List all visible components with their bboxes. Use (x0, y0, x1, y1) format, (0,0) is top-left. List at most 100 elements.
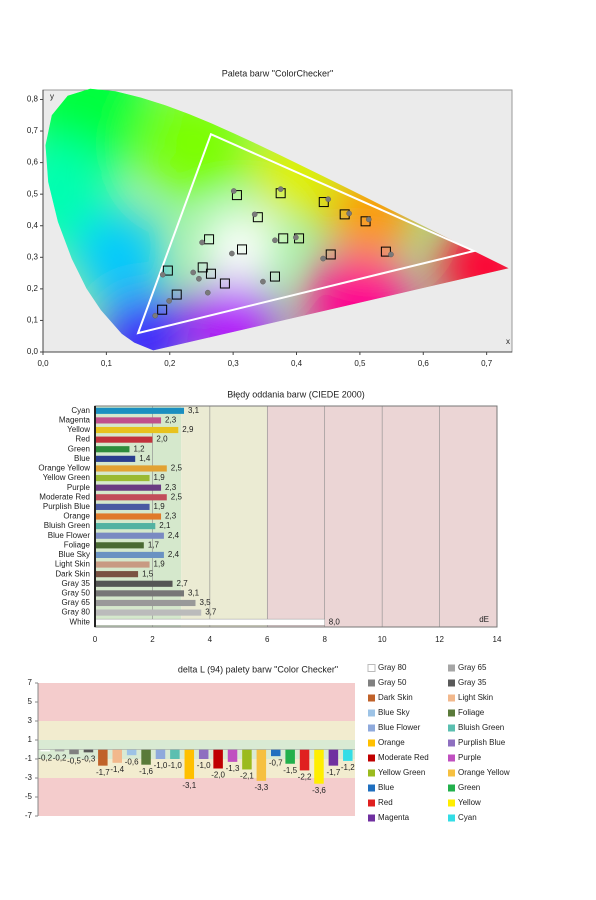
category-label: Orange Yellow (38, 464, 90, 473)
y-tick-label: 0,4 (27, 221, 39, 230)
value-label: 1,5 (142, 569, 154, 578)
legend-swatch (448, 664, 455, 672)
y-tick-label: 0,1 (27, 316, 39, 325)
legend-label: Yellow (458, 798, 481, 807)
reference-point (157, 304, 168, 315)
reference-point (231, 190, 242, 201)
category-label: Gray 80 (62, 608, 91, 617)
bar (54, 749, 65, 752)
category-label: Foliage (64, 540, 91, 549)
legend-label: Dark Skin (378, 693, 413, 702)
legend-swatch (448, 739, 455, 747)
category-label: Gray 65 (62, 598, 91, 607)
chart-title: delta L (94) palety barw "Color Checker" (178, 664, 338, 674)
bar (256, 749, 267, 781)
locus-color (74, 212, 165, 303)
legend-swatch (368, 769, 375, 777)
bar (95, 551, 164, 559)
y-tick-label: 3 (28, 716, 33, 725)
value-label: -1,7 (326, 768, 340, 777)
measured-point (293, 234, 299, 241)
y-tick-label: -3 (25, 773, 33, 782)
legend-label: Magenta (378, 813, 410, 822)
legend-swatch (448, 709, 455, 717)
category-label: Yellow Green (43, 473, 90, 482)
legend-swatch (368, 694, 375, 702)
reference-point (278, 233, 289, 244)
legend-label: Foliage (458, 708, 485, 717)
legend-swatch (448, 754, 455, 762)
value-label: -0,2 (53, 754, 67, 763)
bar (155, 749, 166, 759)
threshold-band (38, 721, 355, 740)
legend-swatch (448, 679, 455, 687)
category-label: Blue Sky (58, 550, 90, 559)
threshold-band (38, 778, 355, 816)
value-label: -1,2 (341, 763, 355, 772)
bar (343, 749, 353, 761)
value-label: 3,1 (188, 406, 200, 415)
legend-swatch (448, 784, 455, 792)
legend-label: Orange (378, 738, 405, 747)
value-label: 3,5 (200, 598, 212, 607)
locus-color (99, 294, 190, 351)
legend-label: Gray 65 (458, 663, 487, 672)
bar (213, 749, 223, 769)
locus-color (201, 209, 278, 286)
bar (270, 749, 281, 757)
threshold-band (38, 759, 355, 778)
x-tick-label: 0,4 (291, 359, 303, 368)
bar (95, 436, 153, 443)
y-tick-label: 0,8 (27, 95, 39, 104)
value-label: -1,3 (226, 764, 240, 773)
category-label: White (70, 617, 91, 626)
legend-label: Green (458, 783, 480, 792)
x-axis-label: x (506, 337, 510, 346)
bar (95, 465, 167, 472)
legend-label: Blue (378, 783, 395, 792)
legend-label: Light Skin (458, 693, 493, 702)
category-label: Red (75, 435, 90, 444)
bar (95, 513, 162, 520)
reference-point (380, 246, 391, 257)
x-tick-label: 12 (435, 635, 444, 644)
legend-swatch (448, 799, 455, 807)
legend-swatch (368, 784, 375, 792)
legend-swatch (368, 724, 375, 732)
value-label: 1,9 (154, 473, 166, 482)
bar (112, 749, 123, 763)
value-label: -3,3 (254, 783, 268, 792)
measured-point (152, 312, 158, 319)
value-label: 2,3 (165, 483, 177, 492)
y-tick-label: 0,2 (27, 284, 39, 293)
reference-point (318, 197, 329, 208)
measured-point (230, 188, 237, 194)
x-tick-label: 0,2 (164, 359, 176, 368)
legend-swatch (448, 694, 455, 702)
reference-point (205, 268, 216, 279)
y-tick-label: -1 (25, 754, 33, 763)
bar (170, 749, 180, 759)
value-label: 2,0 (156, 435, 168, 444)
category-label: Bluish Green (44, 521, 90, 530)
x-axis-label: dE (479, 615, 489, 624)
x-tick-label: 14 (493, 635, 502, 644)
measured-point (229, 250, 235, 257)
bar (83, 749, 94, 753)
value-label: -1,0 (168, 761, 182, 770)
measured-point (260, 278, 266, 285)
measured-point (159, 271, 166, 278)
measured-point (277, 186, 284, 192)
legend-swatch (368, 754, 375, 762)
y-tick-label: 0,6 (27, 158, 39, 167)
y-tick-label: 1 (28, 735, 33, 744)
value-label: -0,5 (67, 756, 81, 765)
measured-point (196, 275, 202, 282)
bar (95, 494, 167, 501)
bar (299, 749, 310, 771)
value-label: 1,2 (133, 444, 145, 453)
reference-point (237, 244, 248, 255)
value-label: -3,6 (312, 786, 326, 795)
value-label: -1,6 (139, 767, 153, 776)
